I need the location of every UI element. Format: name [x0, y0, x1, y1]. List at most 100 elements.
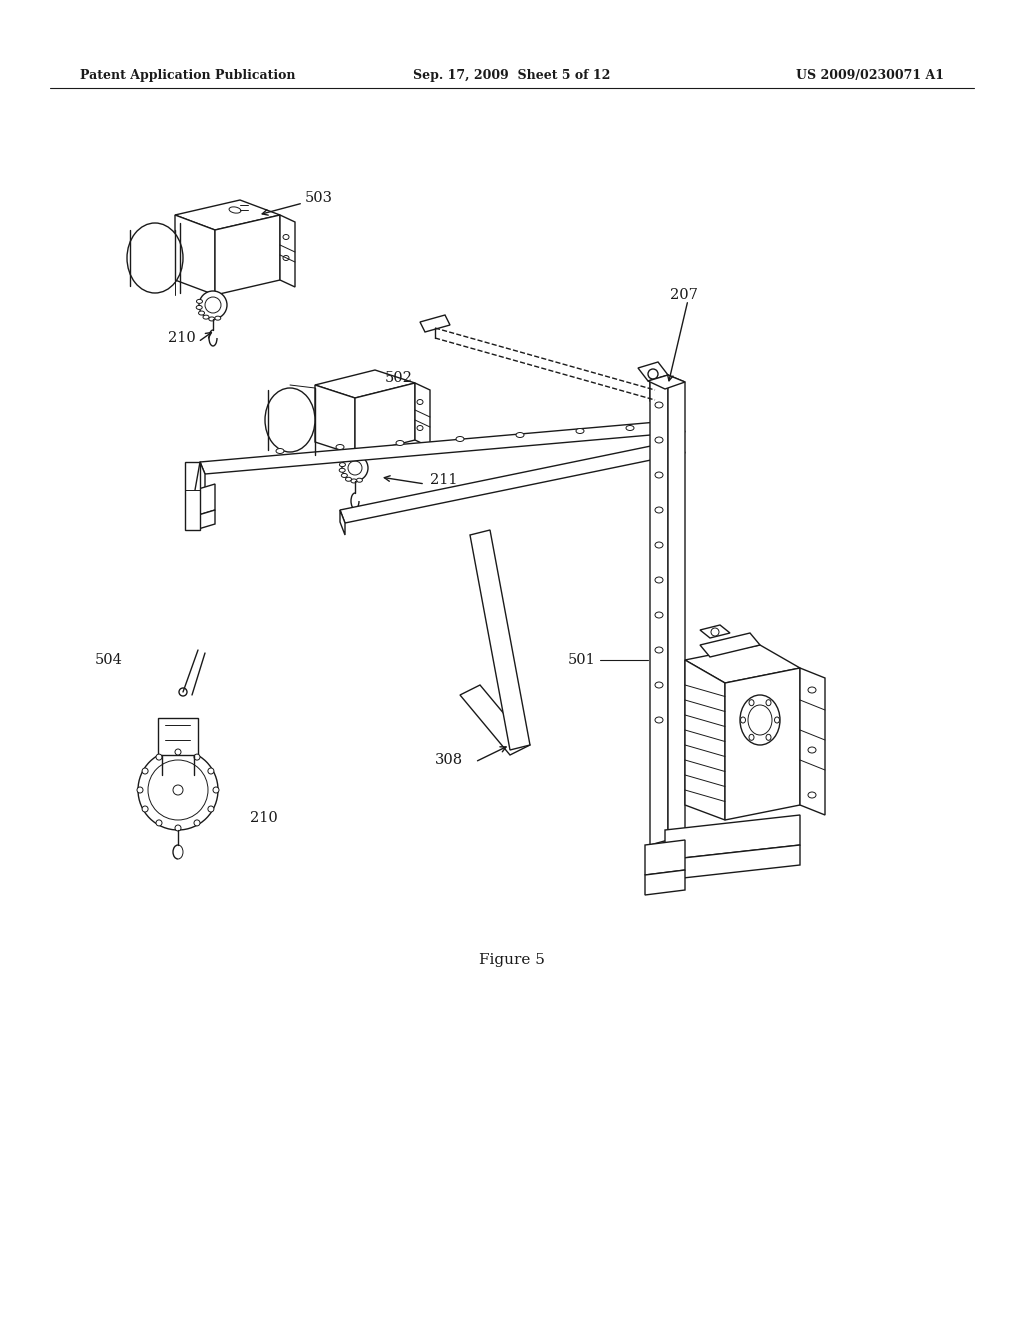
Ellipse shape — [808, 792, 816, 799]
Ellipse shape — [658, 389, 662, 393]
Text: 504: 504 — [95, 653, 123, 667]
Ellipse shape — [194, 820, 200, 826]
Ellipse shape — [156, 754, 162, 760]
Polygon shape — [470, 531, 530, 750]
Polygon shape — [195, 484, 215, 516]
Polygon shape — [645, 870, 685, 895]
Text: 210: 210 — [168, 331, 196, 345]
Ellipse shape — [199, 312, 205, 315]
Ellipse shape — [417, 425, 423, 430]
Ellipse shape — [265, 388, 315, 451]
Ellipse shape — [209, 317, 215, 321]
Ellipse shape — [213, 787, 219, 793]
Text: Figure 5: Figure 5 — [479, 953, 545, 968]
Text: 207: 207 — [670, 288, 698, 302]
Polygon shape — [175, 215, 215, 294]
Polygon shape — [340, 510, 345, 535]
Polygon shape — [685, 660, 725, 820]
Polygon shape — [415, 383, 430, 447]
Ellipse shape — [655, 437, 663, 444]
Ellipse shape — [711, 628, 719, 636]
Ellipse shape — [808, 686, 816, 693]
Ellipse shape — [575, 429, 584, 433]
Polygon shape — [650, 375, 668, 845]
Polygon shape — [725, 668, 800, 820]
Ellipse shape — [766, 700, 771, 706]
Ellipse shape — [148, 760, 208, 820]
Ellipse shape — [655, 387, 665, 397]
Ellipse shape — [175, 748, 181, 755]
Polygon shape — [650, 378, 670, 408]
Polygon shape — [315, 370, 415, 399]
Ellipse shape — [283, 256, 289, 260]
Polygon shape — [340, 440, 685, 523]
Ellipse shape — [655, 403, 663, 408]
Polygon shape — [175, 201, 280, 230]
Text: US 2009/0230071 A1: US 2009/0230071 A1 — [796, 69, 944, 82]
Ellipse shape — [766, 734, 771, 741]
Ellipse shape — [655, 473, 663, 478]
Ellipse shape — [205, 297, 221, 313]
Polygon shape — [158, 718, 198, 755]
Polygon shape — [315, 385, 355, 455]
Ellipse shape — [276, 449, 284, 454]
Ellipse shape — [655, 682, 663, 688]
Ellipse shape — [655, 577, 663, 583]
Ellipse shape — [179, 688, 187, 696]
Ellipse shape — [655, 612, 663, 618]
Ellipse shape — [749, 734, 754, 741]
Text: 308: 308 — [435, 752, 463, 767]
Ellipse shape — [208, 807, 214, 812]
Ellipse shape — [342, 455, 368, 480]
Polygon shape — [665, 845, 800, 880]
Ellipse shape — [396, 441, 404, 446]
Ellipse shape — [138, 750, 218, 830]
Polygon shape — [668, 375, 685, 847]
Ellipse shape — [199, 290, 227, 319]
Ellipse shape — [229, 207, 241, 213]
Text: 211: 211 — [430, 473, 458, 487]
Polygon shape — [648, 375, 685, 389]
Ellipse shape — [348, 461, 362, 475]
Polygon shape — [800, 668, 825, 814]
Ellipse shape — [345, 478, 351, 482]
Polygon shape — [185, 462, 200, 531]
Ellipse shape — [808, 747, 816, 752]
Polygon shape — [420, 315, 450, 333]
Ellipse shape — [127, 223, 183, 293]
Polygon shape — [700, 624, 730, 638]
Ellipse shape — [740, 696, 780, 744]
Polygon shape — [280, 215, 295, 286]
Ellipse shape — [137, 787, 143, 793]
Ellipse shape — [142, 768, 148, 774]
Ellipse shape — [749, 700, 754, 706]
Polygon shape — [460, 685, 530, 755]
Ellipse shape — [197, 300, 203, 304]
Ellipse shape — [417, 400, 423, 404]
Text: Patent Application Publication: Patent Application Publication — [80, 69, 296, 82]
Polygon shape — [215, 215, 280, 294]
Text: Sep. 17, 2009  Sheet 5 of 12: Sep. 17, 2009 Sheet 5 of 12 — [414, 69, 610, 82]
Ellipse shape — [156, 820, 162, 826]
Polygon shape — [195, 510, 215, 531]
Polygon shape — [685, 645, 800, 682]
Ellipse shape — [194, 754, 200, 760]
Text: 501: 501 — [568, 653, 596, 667]
Polygon shape — [700, 634, 760, 657]
Polygon shape — [355, 383, 415, 455]
Ellipse shape — [356, 478, 362, 482]
Polygon shape — [645, 840, 685, 875]
Ellipse shape — [339, 469, 345, 473]
Polygon shape — [200, 462, 205, 500]
Ellipse shape — [774, 717, 779, 723]
Ellipse shape — [351, 479, 357, 483]
Ellipse shape — [203, 315, 209, 319]
Polygon shape — [638, 362, 668, 381]
Ellipse shape — [655, 717, 663, 723]
Ellipse shape — [748, 705, 772, 735]
Ellipse shape — [655, 647, 663, 653]
Ellipse shape — [208, 768, 214, 774]
Ellipse shape — [341, 474, 347, 478]
Text: 210: 210 — [250, 810, 278, 825]
Polygon shape — [665, 814, 800, 861]
